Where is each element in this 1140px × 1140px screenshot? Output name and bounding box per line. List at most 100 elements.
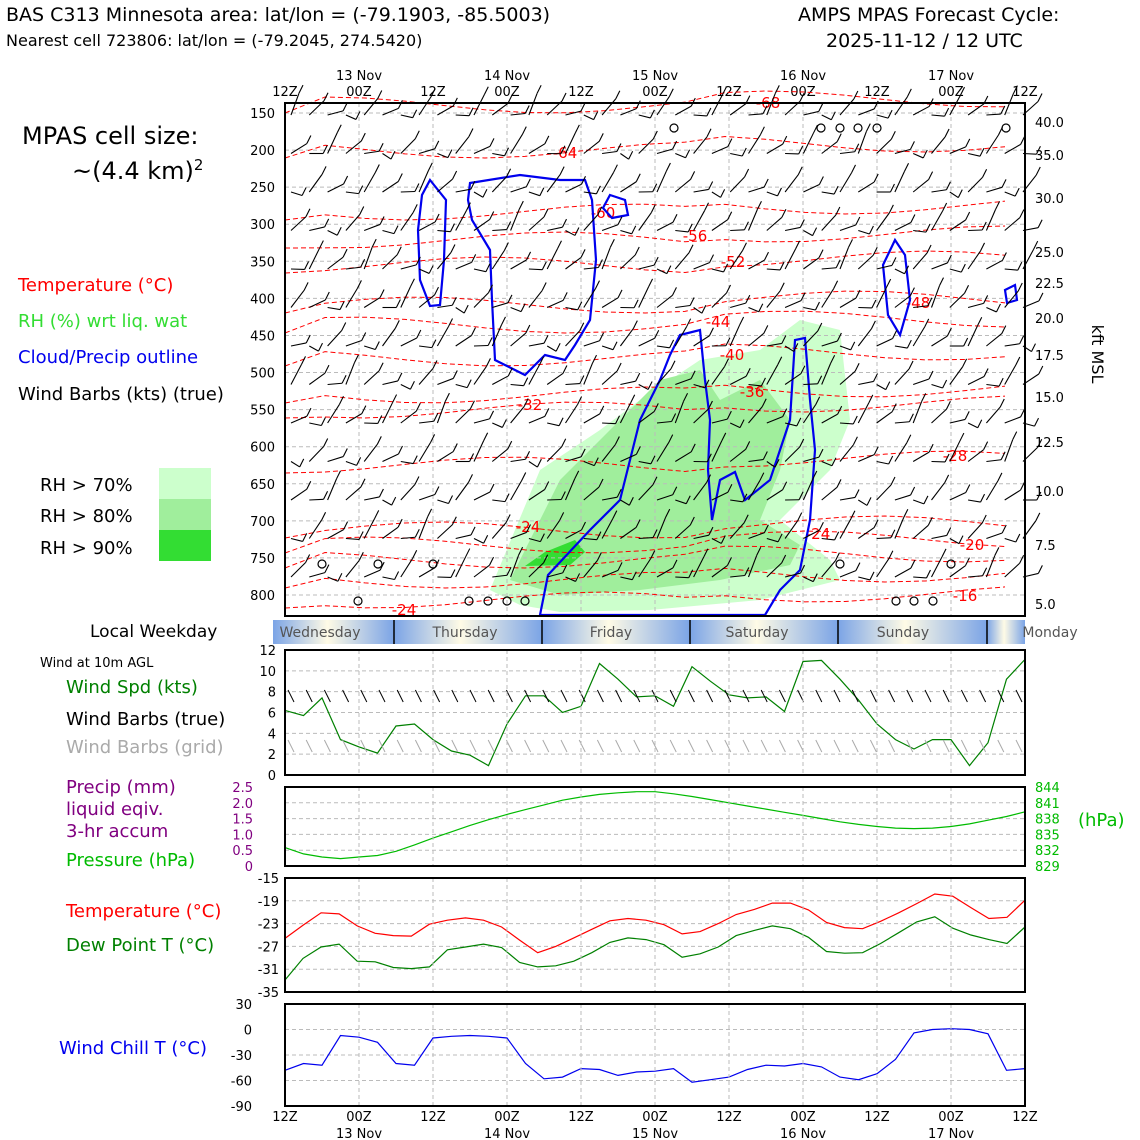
profile-wind-barb [766, 489, 783, 501]
profile-wind-barb-flag [489, 138, 495, 147]
profile-wind-barb [711, 440, 723, 462]
profile-wind-barb-flag [818, 103, 824, 112]
profile-wind-barb-flag [965, 211, 971, 221]
profile-wind-barb-flag [759, 126, 765, 136]
surface-wind-barb-true [433, 689, 441, 703]
profile-wind-barb [784, 300, 802, 309]
profile-wind-barb [290, 488, 308, 501]
weekday-segment [273, 620, 394, 644]
profile-wind-barb [729, 522, 745, 539]
profile-wind-barb-flag [998, 377, 1004, 387]
profile-wind-barb-flag [835, 206, 841, 216]
profile-wind-barb-flag [649, 109, 655, 119]
surface-wind-barb-grid [651, 739, 659, 753]
profile-wind-barb [985, 134, 999, 154]
profile-wind-barb-flag [721, 86, 727, 96]
profile-wind-barb-flag [483, 432, 489, 441]
profile-wind-barb-flag [977, 316, 983, 326]
profile-wind-barb-flag [1019, 335, 1025, 344]
profile-wind-barb [1004, 143, 1021, 154]
bottom-time-tick: 12Z [420, 1110, 446, 1125]
cloud-precip-outline [601, 193, 630, 220]
profile-wind-barb-flag [543, 554, 549, 563]
surface-wind-barb-true [815, 689, 823, 703]
surface-wind-barb-true [342, 689, 350, 703]
surface-wind-barb-grid [997, 739, 1005, 753]
profile-wind-barb [400, 410, 417, 424]
profile-wind-barb [436, 252, 452, 270]
profile-wind-barb [729, 176, 745, 193]
profile-wind-barb-flag [377, 90, 383, 99]
profile-wind-barb-flag [518, 546, 524, 556]
surface-wind-barb-true [560, 689, 568, 703]
profile-wind-barb [382, 453, 399, 462]
profile-wind-barb [473, 145, 491, 155]
surface-wind-barb-grid [924, 739, 932, 753]
profile-wind-barb-flag [964, 557, 970, 566]
profile-wind-barb-flag [743, 221, 749, 231]
profile-wind-barb [913, 229, 927, 233]
profile-wind-barb-flag [836, 332, 842, 342]
cloud-precip-outline [881, 237, 912, 338]
profile-wind-barb-flag [945, 181, 951, 190]
temperature-contour [284, 343, 1006, 367]
profile-wind-barb-flag [302, 533, 308, 542]
profile-wind-barb-flag [1015, 356, 1021, 366]
wind-tick-label: 0 [268, 769, 276, 784]
profile-wind-barb [675, 152, 686, 159]
profile-wind-barb [912, 401, 923, 424]
profile-wind-barb [986, 383, 1000, 387]
profile-wind-barb-flag [374, 164, 380, 173]
profile-wind-barb [986, 186, 1003, 193]
profile-wind-barb-flag [855, 562, 861, 571]
profile-wind-barb-flag [394, 320, 400, 329]
profile-wind-barb-flag [463, 304, 469, 314]
profile-wind-barb [437, 524, 453, 539]
profile-wind-barb-flag [506, 168, 512, 177]
profile-wind-barb-flag [614, 436, 620, 445]
profile-wind-barb-flag [672, 140, 678, 150]
precip-tick-label: 0 [245, 860, 253, 875]
profile-wind-barb [437, 152, 449, 159]
profile-wind-barb-flag [500, 316, 506, 326]
surface-wind-barb-grid [960, 739, 968, 753]
profile-wind-barb-flag [501, 419, 507, 428]
profile-wind-barb [492, 302, 509, 309]
profile-wind-barb-flag [575, 573, 581, 582]
profile-wind-barb [473, 538, 484, 544]
profile-wind-barb-flag [321, 166, 327, 175]
pressure-tick-label: 350 [250, 255, 275, 270]
profile-wind-barb-flag [303, 282, 309, 291]
profile-wind-barb-flag [468, 128, 474, 137]
profile-wind-barb [473, 292, 489, 308]
profile-wind-barb [803, 456, 820, 463]
profile-wind-barb-flag [631, 225, 637, 235]
surface-wind-barb-grid [287, 739, 295, 753]
profile-wind-barb-flag [465, 548, 471, 557]
profile-wind-barb [1004, 191, 1016, 197]
temp-tick-label: -23 [258, 918, 279, 933]
profile-wind-barb [620, 526, 637, 539]
surface-wind-barb-true [378, 689, 386, 703]
profile-wind-barb-flag [817, 375, 823, 385]
profile-wind-barb [565, 132, 576, 154]
profile-wind-barb [766, 290, 781, 308]
profile-wind-barb-flag [891, 403, 897, 412]
profile-wind-barb [327, 110, 344, 116]
kft-tick-label: 15.0 [1035, 391, 1064, 406]
profile-wind-barb-flag [818, 448, 824, 458]
profile-wind-barb-flag [379, 216, 385, 225]
profile-wind-barb-flag [965, 138, 971, 148]
profile-wind-barb-flag [1037, 439, 1043, 448]
profile-wind-barb [510, 208, 520, 231]
wind-tick-label: 6 [268, 707, 276, 722]
profile-wind-barb [528, 415, 546, 424]
temperature-contour [284, 567, 1006, 589]
temperature-contour-label: -56 [683, 227, 708, 245]
profile-wind-barb [400, 264, 417, 270]
profile-wind-barb [308, 174, 323, 193]
profile-wind-barb [729, 250, 743, 270]
surface-wind-barb-true [487, 689, 495, 703]
profile-wind-barb [546, 174, 561, 193]
profile-wind-barb-flag [983, 295, 989, 304]
